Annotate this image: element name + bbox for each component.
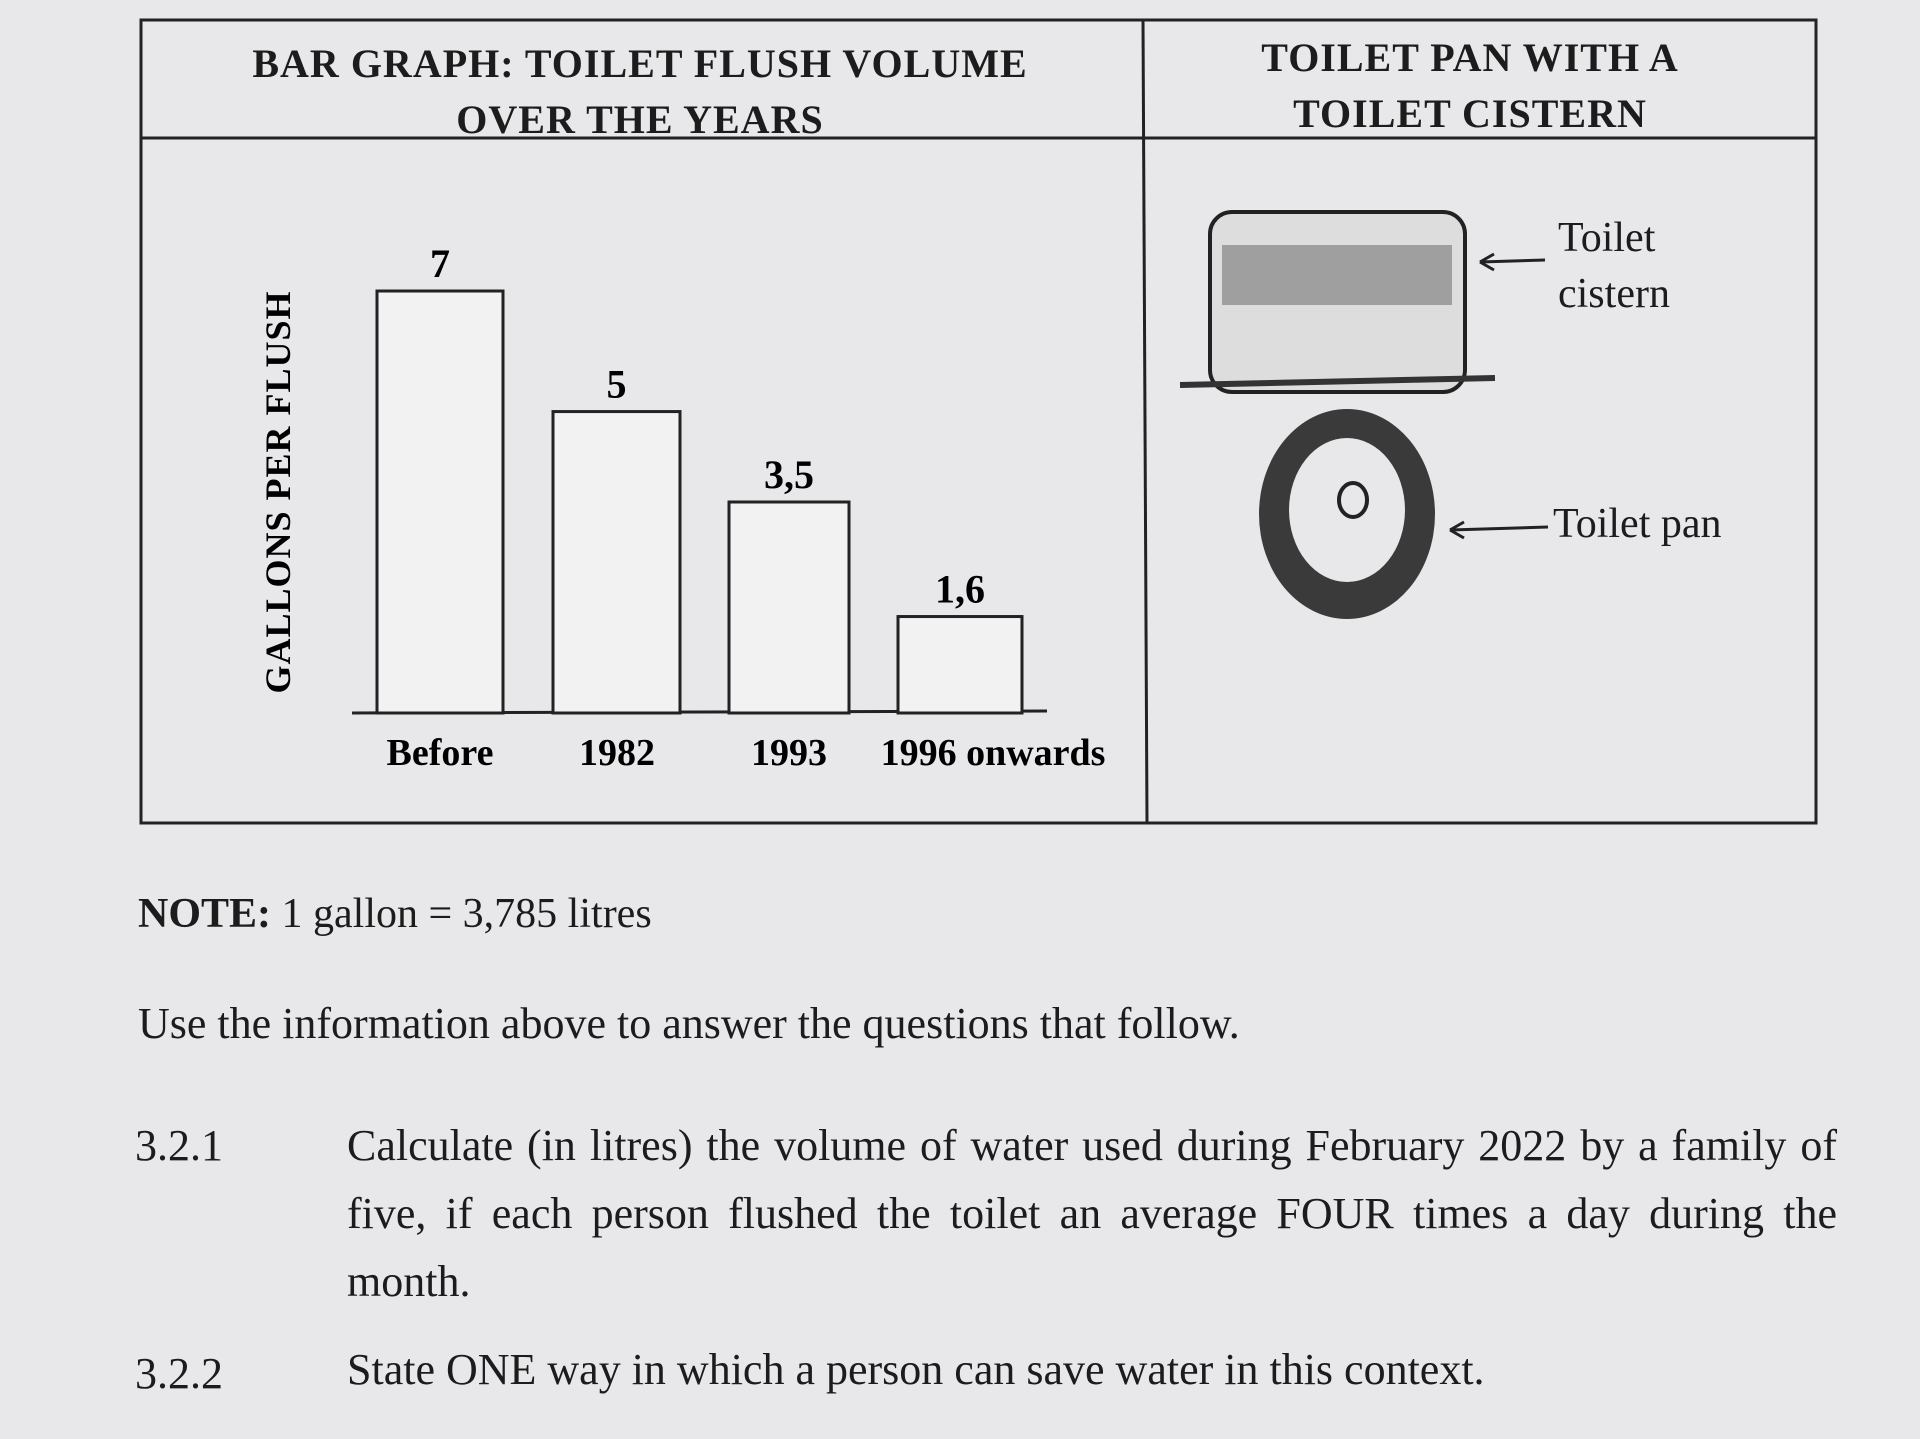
value-label: 5	[607, 362, 627, 407]
x-tick-label: 1982	[579, 732, 655, 774]
value-label: 1,6	[935, 567, 985, 612]
question-text: State ONE way in which a person can save…	[347, 1345, 1485, 1394]
diagram-label: Toilet pan	[1553, 501, 1722, 547]
x-tick-label: Before	[387, 732, 494, 774]
x-tick-label: 1996 onwards	[881, 732, 1106, 774]
note-label: NOTE:	[138, 891, 272, 937]
toilet-drawing	[1179, 210, 1549, 619]
bar	[896, 615, 1024, 715]
instruction: Use the information above to answer the …	[138, 999, 1240, 1048]
bar	[375, 289, 505, 715]
question-text: Calculate (in litres) the volume of wate…	[347, 1121, 1837, 1306]
value-label: 7	[430, 241, 450, 286]
diagram-title: TOILET PAN WITH A TOILET CISTERN	[1261, 35, 1679, 136]
question-number: 3.2.2	[135, 1349, 223, 1398]
frame	[139, 18, 1818, 825]
column-rule	[1141, 19, 1149, 824]
chart-title: BAR GRAPH: TOILET FLUSH VOLUME OVER THE …	[252, 41, 1028, 142]
bar	[551, 410, 682, 715]
bar	[727, 500, 851, 715]
x-tick-label: 1993	[751, 732, 827, 774]
value-label: 3,5	[764, 452, 814, 497]
y-axis-label: GALLONS PER FLUSH	[258, 290, 298, 693]
note-text: 1 gallon = 3,785 litres	[281, 891, 652, 937]
question-number: 3.2.1	[135, 1121, 223, 1170]
diagram-label: Toilet cistern	[1558, 215, 1670, 317]
